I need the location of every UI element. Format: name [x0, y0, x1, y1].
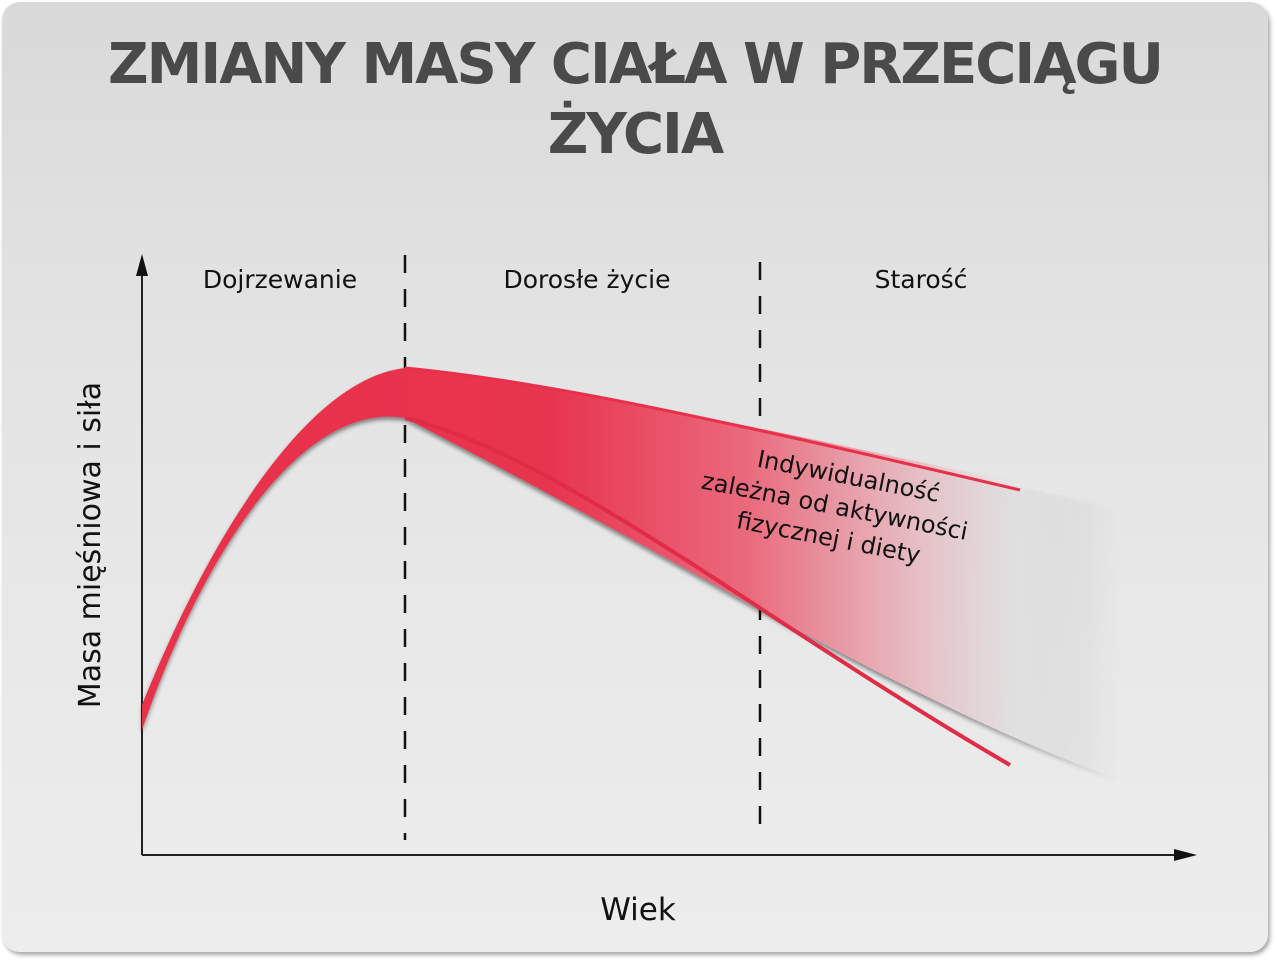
phase-label-old-age: Starość: [875, 265, 968, 294]
y-axis-arrow-icon: [136, 254, 148, 276]
page-title: ZMIANY MASY CIAŁA W PRZECIĄGU ŻYCIA: [0, 30, 1270, 170]
x-axis-arrow-icon: [1174, 849, 1197, 861]
muscle-mass-band: [142, 366, 1120, 780]
y-axis: [136, 254, 148, 855]
title-line-2: ŻYCIA: [547, 102, 724, 167]
phase-label-adulthood: Dorosłe życie: [503, 265, 670, 294]
title-line-1: ZMIANY MASY CIAŁA W PRZECIĄGU: [108, 32, 1164, 97]
y-axis-label: Masa mięśniowa i siła: [73, 382, 108, 708]
x-axis: [142, 849, 1197, 861]
x-axis-label: Wiek: [600, 892, 676, 928]
phase-label-puberty: Dojrzewanie: [203, 265, 357, 294]
